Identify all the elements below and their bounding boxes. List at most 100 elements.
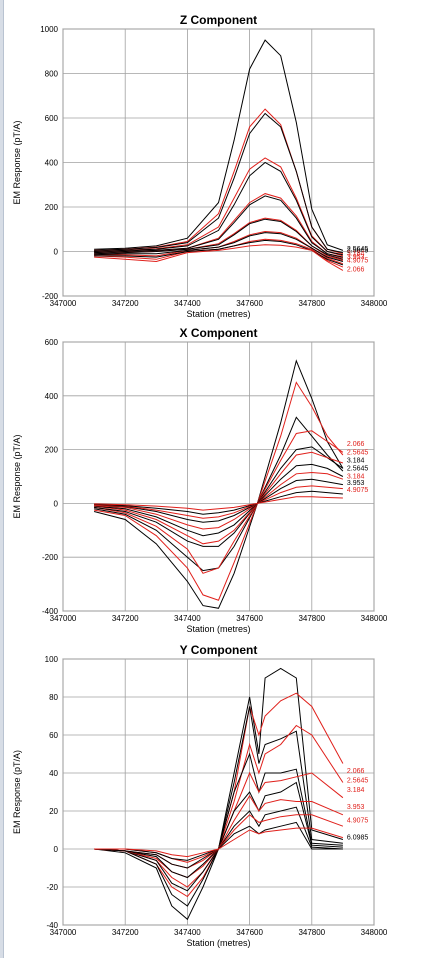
x-x-tick-label: 347600	[236, 614, 263, 623]
x-series-line-3	[94, 416, 344, 572]
z-series-line-5	[94, 161, 344, 256]
y-y-tick-label: 80	[49, 693, 58, 702]
z-series-end-label: 2.5645	[347, 247, 369, 254]
z-series-end-label: 4.9075	[347, 257, 369, 264]
y-x-axis-label: Station (metres)	[186, 938, 250, 948]
y-series-end-label: 2.066	[347, 768, 365, 775]
y-y-tick-label: 40	[49, 769, 58, 778]
x-component-chart: 347000 347200 347400 347600 347800 348000 -400…	[12, 326, 388, 634]
y-x-tick-label: 347800	[298, 928, 325, 937]
z-y-tick-label: 1000	[40, 25, 58, 34]
y-x-tick-label: 347200	[112, 928, 139, 937]
z-chart-title: Z Component	[180, 13, 257, 27]
x-y-tick-label: -200	[42, 553, 59, 562]
y-y-tick-label: -40	[46, 921, 58, 930]
x-series-end-label: 4.9075	[347, 487, 369, 494]
x-series-end-label: 3.184	[347, 474, 365, 481]
z-series-end-label: 2.5645	[347, 246, 369, 253]
window-left-edge	[0, 0, 4, 958]
y-series-end-label: 3.184	[347, 787, 365, 794]
y-series-end-label: 2.5645	[347, 778, 369, 785]
y-series-line-9	[94, 806, 343, 869]
x-x-axis-label: Station (metres)	[186, 624, 250, 634]
y-x-tick-label: 347600	[236, 928, 263, 937]
y-x-tick-label: 348000	[361, 928, 388, 937]
z-x-tick-label: 347400	[174, 299, 201, 308]
x-y-tick-label: 0	[54, 499, 59, 508]
x-series-end-label: 2.066	[347, 441, 365, 448]
z-series-end-label: 3.953	[347, 254, 365, 261]
x-x-tick-label: 347200	[112, 614, 139, 623]
x-series-line-9	[94, 478, 343, 523]
y-y-tick-label: -20	[46, 883, 58, 892]
x-plot-area	[62, 341, 375, 612]
x-x-tick-label: 347400	[174, 614, 201, 623]
z-series-end-label: 3.184	[347, 251, 365, 258]
z-series-line-3	[94, 112, 344, 254]
x-series-end-label: 2.5645	[347, 449, 369, 456]
x-chart-title: X Component	[180, 326, 258, 340]
z-series-line-12	[94, 238, 344, 268]
x-y-tick-label: -400	[42, 607, 59, 616]
x-y-tick-label: 200	[45, 446, 59, 455]
z-y-axis-label: EM Response (pT/A)	[12, 120, 22, 204]
z-series-line-7	[94, 195, 344, 258]
x-series-end-label: 3.184	[347, 457, 365, 464]
z-x-tick-label: 347000	[50, 299, 77, 308]
y-y-axis-label: EM Response (pT/A)	[12, 750, 22, 834]
y-series-end-label: 3.953	[347, 804, 365, 811]
y-series-end-label: 6.0985	[347, 835, 369, 842]
x-y-axis-label: EM Response (pT/A)	[12, 434, 22, 518]
z-series-line-1	[94, 39, 344, 251]
x-y-tick-label: 600	[45, 338, 59, 347]
y-series-line-12	[94, 827, 344, 858]
z-x-tick-label: 347600	[236, 299, 263, 308]
y-series-line-1	[94, 667, 344, 921]
x-series-line-10	[94, 485, 343, 519]
y-component-chart: 347000 347200 347400 347600 347800 348000 -40 -…	[12, 643, 388, 948]
z-y-tick-label: 200	[45, 203, 59, 212]
x-series-line-6	[94, 451, 344, 545]
y-series-line-5	[94, 752, 343, 892]
x-series-line-8	[94, 471, 344, 530]
y-series-line-4	[94, 724, 344, 888]
x-x-tick-label: 347000	[50, 614, 77, 623]
y-y-tick-label: 100	[45, 655, 59, 664]
x-x-tick-label: 348000	[361, 614, 388, 623]
z-y-tick-label: 0	[54, 248, 59, 257]
x-series-line-5	[94, 446, 344, 547]
y-y-tick-label: 60	[49, 731, 58, 740]
x-series-line-1	[93, 359, 344, 609]
z-series-end-label: 2.066	[347, 266, 365, 273]
z-x-tick-label: 348000	[361, 299, 388, 308]
x-y-tick-label: 400	[45, 392, 59, 401]
y-y-tick-label: 0	[54, 845, 59, 854]
y-series-line-3	[94, 706, 343, 907]
z-x-axis-label: Station (metres)	[186, 309, 250, 319]
z-y-tick-label: 800	[45, 70, 59, 79]
y-series-end-label: 4.9075	[347, 818, 369, 825]
x-series-end-label: 3.953	[347, 480, 365, 487]
x-series-line-4	[94, 430, 344, 574]
z-y-tick-label: -200	[42, 292, 59, 301]
y-x-tick-label: 347400	[174, 928, 201, 937]
x-series-line-12	[94, 496, 343, 511]
y-series-line-7	[94, 781, 343, 879]
y-plot-area	[62, 658, 375, 926]
z-y-tick-label: 600	[45, 114, 59, 123]
y-series-line-11	[94, 821, 343, 861]
y-x-tick-label: 347000	[50, 928, 77, 937]
y-chart-title: Y Component	[180, 643, 258, 657]
z-series-line-11	[94, 232, 344, 262]
z-x-tick-label: 347200	[112, 299, 139, 308]
x-series-line-2	[94, 381, 344, 601]
z-component-chart: 347000 347200 347400 347600 347800 348000 -200…	[12, 13, 388, 319]
z-series-line-9	[94, 218, 344, 260]
x-series-line-7	[94, 463, 344, 537]
y-y-tick-label: 20	[49, 807, 58, 816]
x-x-tick-label: 347800	[298, 614, 325, 623]
z-y-tick-label: 400	[45, 159, 59, 168]
z-series-line-14	[94, 244, 344, 271]
x-series-end-label: 2.5645	[347, 465, 369, 472]
